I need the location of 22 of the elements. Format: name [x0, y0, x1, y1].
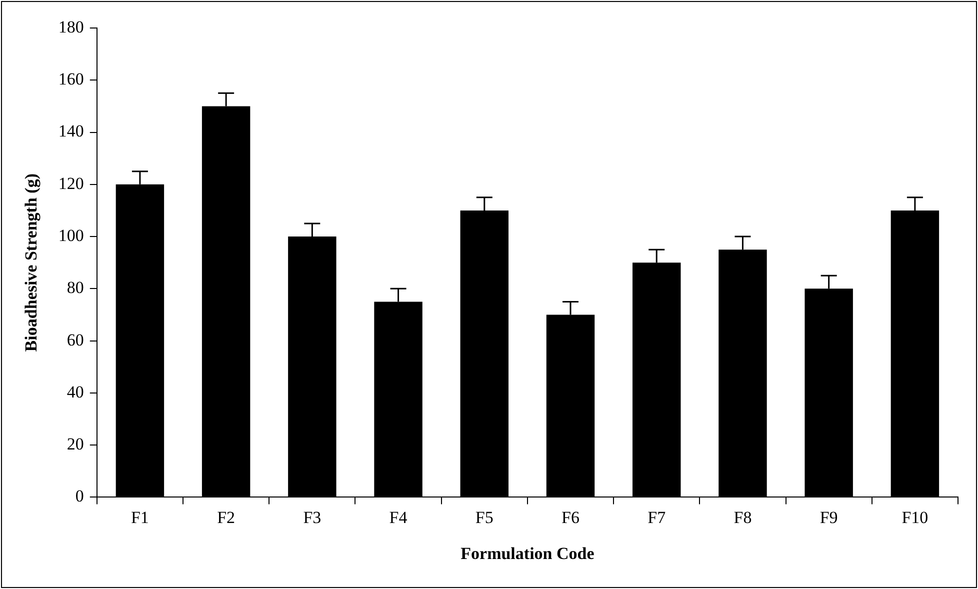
- x-tick-label: F1: [130, 508, 149, 527]
- y-tick-label: 120: [58, 174, 84, 193]
- y-tick-label: 160: [58, 70, 84, 89]
- x-tick-label: F2: [217, 508, 236, 527]
- x-axis-title: Formulation Code: [460, 544, 595, 564]
- y-tick-label: 180: [58, 17, 84, 36]
- y-tick-label: 0: [75, 486, 84, 506]
- y-tick-label: 100: [58, 226, 84, 245]
- x-tick-label: F4: [389, 508, 408, 527]
- x-tick-label: F10: [902, 508, 928, 527]
- x-tick-label: F3: [303, 508, 322, 527]
- x-tick-label: F9: [820, 508, 838, 527]
- y-tick-label: 140: [58, 122, 84, 141]
- x-tick-label: F5: [475, 508, 494, 527]
- y-tick-label: 60: [66, 330, 84, 350]
- x-tick-label: F8: [734, 508, 752, 527]
- y-tick-label: 20: [66, 434, 84, 454]
- y-axis-title: Bioadhesive Strength (g): [22, 174, 41, 352]
- x-tick-label: F7: [648, 508, 666, 527]
- x-tick-label: F6: [562, 508, 580, 527]
- y-tick-label: 40: [66, 382, 84, 402]
- y-tick-label: 80: [66, 278, 84, 298]
